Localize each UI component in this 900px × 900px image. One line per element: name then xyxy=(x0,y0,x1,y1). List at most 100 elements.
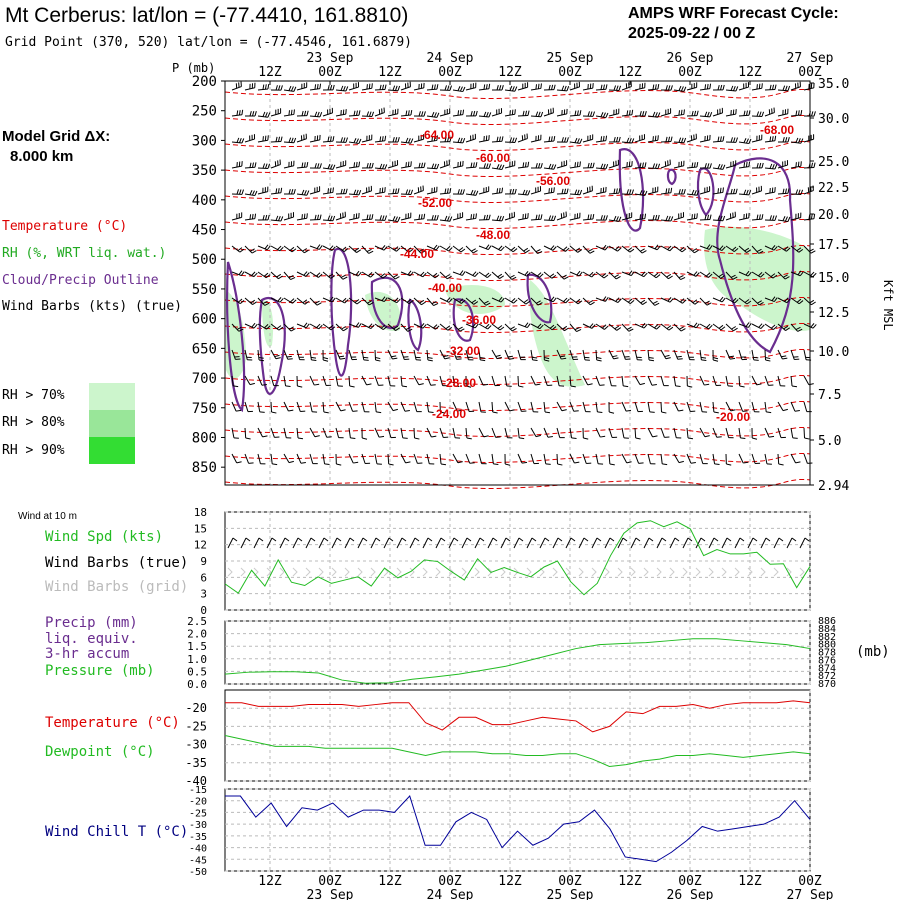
wind-barb xyxy=(686,349,695,361)
wind10m-grid-barb xyxy=(773,567,779,577)
chill-panel-ytick: -45 xyxy=(189,855,207,866)
wind-barb xyxy=(673,453,684,464)
wind-barb xyxy=(322,349,329,362)
wind-barb xyxy=(504,349,514,360)
chart-title: Mt Cerberus: lat/lon = (-77.4410, 161.88… xyxy=(5,4,408,27)
top-tick-label: 12Z xyxy=(618,65,642,80)
pressure-tick-550: 550 xyxy=(192,282,217,298)
wind10m-grid-barb xyxy=(435,567,441,577)
wind-barb xyxy=(335,188,348,195)
wind-panel-ytick: 3 xyxy=(200,588,207,601)
wind-barb xyxy=(322,187,334,195)
wind-barb xyxy=(790,349,800,360)
wind-barb xyxy=(686,245,699,254)
wind-barb xyxy=(595,323,609,330)
wind-barb xyxy=(400,245,414,253)
wind-barb xyxy=(738,349,747,361)
wind-barb xyxy=(647,244,661,251)
chill-panel-ytick: -30 xyxy=(189,820,207,831)
wind-barb xyxy=(712,271,726,279)
wind-barb xyxy=(621,427,629,439)
wind-barb xyxy=(543,215,557,222)
wind-barb xyxy=(322,136,335,143)
wind-barb xyxy=(517,375,524,388)
wind-barb xyxy=(634,162,647,169)
wind10m-grid-barb xyxy=(578,567,584,577)
wind-barb xyxy=(621,349,631,360)
wind10m-grid-barb xyxy=(383,567,389,577)
wind-barb xyxy=(257,135,269,143)
wind-barb xyxy=(582,271,596,278)
wind-barb xyxy=(296,375,303,388)
height-tick-12.5: 12.5 xyxy=(818,306,849,321)
wind-barb xyxy=(257,83,270,91)
wind-barb xyxy=(465,82,477,91)
wind-barb xyxy=(725,211,736,221)
wind10m-barb xyxy=(578,537,585,549)
wind-barb xyxy=(569,270,583,277)
wind10m-barb xyxy=(721,537,728,549)
wind10m-barb xyxy=(448,537,455,549)
wind-barb xyxy=(582,134,594,143)
wind-barb xyxy=(413,245,426,254)
wind-barb xyxy=(751,323,765,329)
wind-barb xyxy=(647,349,655,362)
bottom-tick-label: 00Z xyxy=(438,874,462,889)
wind-barb xyxy=(699,214,712,221)
wind-barb xyxy=(712,215,726,222)
wind10m-barb xyxy=(227,537,234,549)
wind-barb xyxy=(660,136,673,143)
wind10m-grid-barb xyxy=(695,567,701,577)
wind-barb xyxy=(803,427,810,440)
wind-barb xyxy=(361,245,374,254)
wind-panel-frame xyxy=(224,511,811,611)
wind-barb xyxy=(738,212,750,221)
wind10m-grid-barb xyxy=(591,567,597,577)
wind-barb xyxy=(595,244,609,251)
wind-barb xyxy=(686,133,697,143)
wind10m-grid-barb xyxy=(799,567,805,577)
wind-barb xyxy=(270,187,283,195)
wind-barb xyxy=(738,375,745,388)
wind-barb xyxy=(530,271,544,278)
pressure-tick-750: 750 xyxy=(192,401,217,417)
rh-region-0 xyxy=(226,290,246,379)
wind-chill-line xyxy=(225,795,811,863)
wind-barb xyxy=(738,189,752,196)
height-axis: 35.0 30.0 25.0 22.5 20.0 17.5 15.0 12.5 10.0 7.5 5… xyxy=(810,77,849,494)
wind-barb xyxy=(699,244,713,250)
wind-barb xyxy=(231,427,239,439)
wind-barb xyxy=(413,185,424,195)
bottom-tick-label: 00Z xyxy=(678,874,702,889)
wind-barb xyxy=(595,186,607,195)
wind-barb xyxy=(647,83,660,91)
wind-barb xyxy=(413,134,425,143)
wind-barb xyxy=(660,297,674,303)
height-tick-30.0: 30.0 xyxy=(818,112,849,127)
wind-barb xyxy=(439,297,453,303)
precip-panel-y2tick: 872 xyxy=(818,671,836,682)
wind-barb xyxy=(543,163,557,170)
wind-barb xyxy=(595,401,603,414)
wind-barb xyxy=(348,270,362,277)
precip-panel-ytick: 1.0 xyxy=(187,653,207,666)
top-date-label: 24 Sep xyxy=(427,51,474,66)
wind-barb xyxy=(530,401,539,413)
wind-barb xyxy=(387,401,398,412)
wind-barb xyxy=(543,107,554,117)
wind10m-grid-barb xyxy=(643,567,649,577)
wind-barb xyxy=(517,110,530,117)
wind-barb xyxy=(621,323,634,332)
wind-barb xyxy=(465,133,477,143)
wind10m-barb xyxy=(383,537,390,549)
bottom-tick-label: 12Z xyxy=(378,874,402,889)
wind-barb xyxy=(478,214,491,221)
wind-barb xyxy=(244,297,257,305)
wind-barb xyxy=(634,82,646,91)
temp-contour-line xyxy=(224,218,811,230)
wind-barb xyxy=(257,271,271,279)
wind-barb xyxy=(426,135,438,143)
wind-barb xyxy=(582,297,595,306)
wind-barb xyxy=(374,323,388,331)
